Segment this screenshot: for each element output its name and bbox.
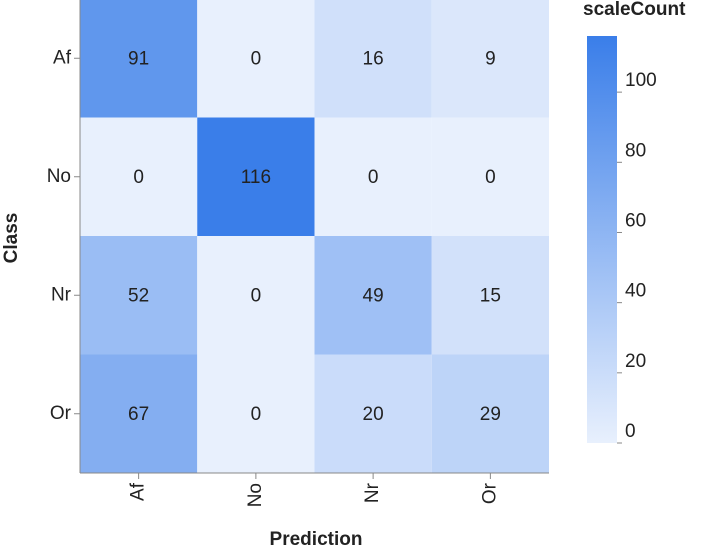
cell — [431, 236, 549, 355]
cell-label: 116 — [241, 167, 271, 188]
cell — [314, 354, 432, 473]
cell — [197, 0, 315, 118]
y-tick-label: Nr — [51, 284, 72, 305]
legend-tick-label: 0 — [625, 421, 636, 442]
x-axis-title: Prediction — [270, 529, 363, 550]
cell — [431, 354, 549, 473]
cell-label: 0 — [485, 167, 496, 188]
cell-label: 29 — [480, 404, 501, 425]
cell — [80, 236, 198, 355]
cell-label: 67 — [128, 404, 149, 425]
cell — [314, 0, 432, 118]
y-axis-title: Class — [1, 213, 22, 264]
legend-tick-label: 40 — [625, 281, 646, 302]
cell-label: 0 — [251, 404, 262, 425]
legend-tick-label: 60 — [625, 210, 646, 231]
cell — [431, 0, 549, 118]
cell-label: 16 — [363, 48, 384, 69]
cell-label: 20 — [363, 404, 384, 425]
cell — [197, 236, 315, 355]
cell — [80, 354, 198, 473]
cell — [80, 117, 198, 236]
cell-label: 9 — [485, 48, 496, 69]
y-tick-label: No — [47, 166, 71, 187]
cell — [197, 354, 315, 473]
y-tick-label: Or — [50, 403, 72, 424]
x-tick-label: Af — [128, 482, 149, 501]
cell-label: 91 — [128, 48, 149, 69]
cell-label: 0 — [133, 167, 144, 188]
cell-label: 0 — [251, 48, 262, 69]
cell — [314, 236, 432, 355]
legend-tick-label: 80 — [625, 140, 646, 161]
x-tick-label: Or — [479, 482, 500, 504]
cell-label: 49 — [363, 285, 384, 306]
legend-title: scaleCount — [583, 0, 686, 20]
y-tick-label: Af — [53, 47, 72, 68]
cell — [197, 117, 315, 236]
cell — [431, 117, 549, 236]
legend-tick-label: 20 — [625, 351, 646, 372]
cell-label: 0 — [368, 167, 379, 188]
cell-label: 0 — [251, 285, 262, 306]
x-tick-label: Nr — [362, 482, 383, 503]
cell — [314, 117, 432, 236]
cell-label: 52 — [128, 285, 149, 306]
cell-label: 15 — [480, 285, 501, 306]
legend-gradient — [587, 36, 617, 443]
legend-tick-label: 100 — [625, 70, 657, 91]
x-tick-label: No — [245, 483, 266, 507]
cell — [80, 0, 198, 118]
